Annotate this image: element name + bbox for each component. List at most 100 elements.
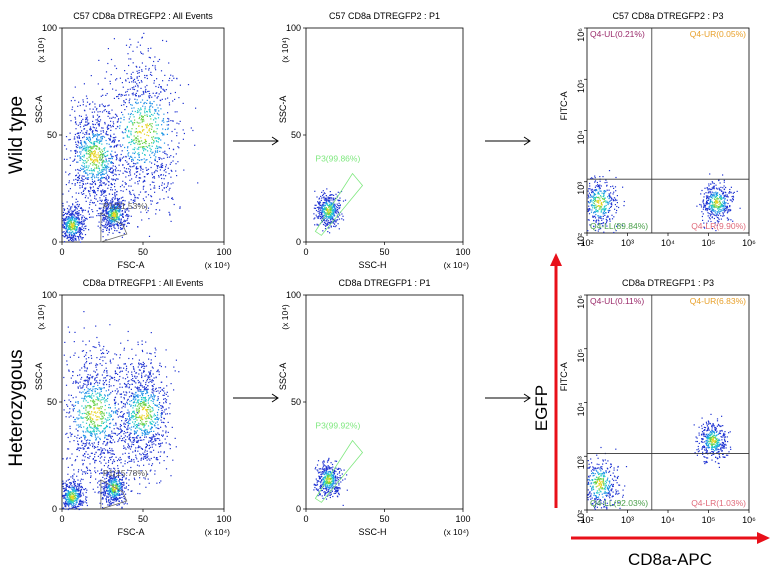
event-dot xyxy=(129,440,131,442)
event-dot xyxy=(166,391,168,393)
event-dot xyxy=(92,134,94,136)
event-dot xyxy=(703,203,705,205)
plot-title: C57 CD8a DTREGFP2 : P1 xyxy=(329,11,440,21)
event-dot xyxy=(82,220,84,222)
event-dot xyxy=(111,492,114,494)
event-dot xyxy=(79,502,81,504)
event-dot xyxy=(611,198,613,200)
event-dot xyxy=(604,200,606,202)
event-dot xyxy=(158,146,160,148)
event-dot xyxy=(144,101,146,104)
event-dot xyxy=(154,153,156,155)
event-dot xyxy=(612,200,614,202)
event-dot xyxy=(139,483,141,485)
event-dot xyxy=(125,439,127,441)
event-dot xyxy=(719,195,721,198)
event-dot xyxy=(64,235,66,238)
event-dot xyxy=(83,193,85,195)
event-dot xyxy=(132,189,134,191)
event-dot xyxy=(611,218,614,220)
event-dot xyxy=(616,199,618,201)
event-dot xyxy=(104,151,106,154)
event-dot xyxy=(120,482,123,484)
event-dot xyxy=(117,472,120,475)
event-dot xyxy=(140,101,142,103)
event-dot xyxy=(718,207,720,209)
event-dot xyxy=(594,201,596,203)
event-dot xyxy=(96,114,99,116)
event-dot xyxy=(594,198,596,200)
event-dot xyxy=(89,195,91,197)
event-dot xyxy=(63,231,65,233)
event-dot xyxy=(117,199,119,201)
event-dot xyxy=(139,446,141,448)
event-dot xyxy=(325,197,327,199)
event-dot xyxy=(99,171,101,173)
event-dot xyxy=(145,486,147,488)
event-dot xyxy=(718,207,721,209)
event-dot xyxy=(72,496,74,498)
event-dot xyxy=(137,108,139,110)
event-dot xyxy=(80,140,82,142)
event-dot xyxy=(608,198,610,200)
event-dot xyxy=(149,154,151,156)
event-dot xyxy=(330,214,332,216)
event-dot xyxy=(77,231,79,234)
event-dot xyxy=(102,476,104,478)
event-dot xyxy=(109,219,111,221)
event-dot xyxy=(114,206,116,208)
event-dot xyxy=(113,477,115,479)
event-dot xyxy=(131,81,133,83)
event-dot xyxy=(163,157,165,159)
event-dot xyxy=(65,224,67,226)
event-dot xyxy=(74,505,76,507)
event-dot xyxy=(163,113,165,115)
event-dot xyxy=(155,69,157,71)
event-dot xyxy=(190,127,192,129)
event-dot xyxy=(87,138,89,140)
event-dot xyxy=(108,111,110,113)
event-dot xyxy=(327,196,329,198)
y-axis-label: FITC-A xyxy=(559,91,569,120)
event-dot xyxy=(68,228,70,231)
event-dot xyxy=(112,121,114,123)
event-dot xyxy=(91,170,93,172)
event-dot xyxy=(82,168,84,170)
event-dot xyxy=(155,85,157,88)
event-dot xyxy=(130,199,132,201)
event-dot xyxy=(101,153,103,155)
event-dot xyxy=(77,490,79,492)
event-dot xyxy=(71,502,73,504)
event-dot xyxy=(100,492,102,495)
event-dot xyxy=(116,197,118,200)
event-dot xyxy=(154,470,156,472)
event-dot xyxy=(723,202,725,205)
event-dot xyxy=(598,202,600,204)
event-dot xyxy=(104,184,106,186)
event-dot xyxy=(99,141,101,143)
event-dot xyxy=(599,223,601,225)
event-dot xyxy=(95,160,97,162)
event-dot xyxy=(329,216,331,218)
event-dot xyxy=(145,365,148,367)
event-dot xyxy=(137,181,139,183)
event-dot xyxy=(587,197,589,199)
event-dot xyxy=(70,500,72,502)
event-dot xyxy=(725,206,728,208)
event-dot xyxy=(161,184,163,186)
event-dot xyxy=(86,489,88,491)
event-dot xyxy=(148,97,151,99)
event-dot xyxy=(98,148,100,150)
event-dot xyxy=(157,117,160,119)
event-dot xyxy=(715,184,717,186)
event-dot xyxy=(147,207,150,209)
event-dot xyxy=(68,478,70,480)
event-dot xyxy=(108,231,110,234)
event-dot xyxy=(115,223,117,225)
event-dot xyxy=(120,479,122,481)
event-dot xyxy=(148,417,150,419)
event-dot xyxy=(613,191,615,193)
event-dot xyxy=(77,168,79,171)
event-dot xyxy=(149,184,151,186)
